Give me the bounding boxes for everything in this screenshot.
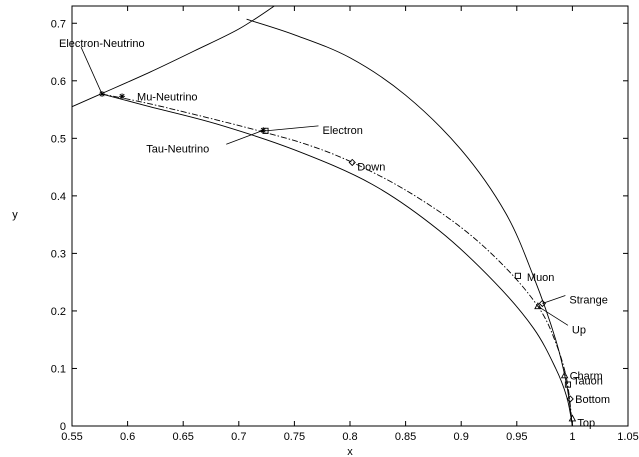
y-tick-label: 0.3: [51, 248, 66, 260]
marker-muon: [514, 272, 521, 279]
plot-frame: [71, 5, 629, 427]
x-tick-label: 0.55: [61, 431, 82, 443]
label-top: Top: [577, 418, 595, 430]
leader-tau-neutrino: [226, 129, 264, 145]
label-down: Down: [357, 161, 385, 173]
series-line-2: [101, 93, 573, 427]
label-muon: Muon: [527, 272, 555, 284]
x-tick-label: 0.7: [231, 431, 246, 443]
label-tauon: Tauon: [573, 376, 603, 388]
marker-top: [568, 414, 577, 422]
marker-up: [534, 302, 542, 310]
y-tick-label: 0.7: [51, 18, 66, 30]
label-charm: Charm: [570, 370, 603, 382]
marker-charm: [560, 371, 569, 379]
y-axis-title: y: [12, 209, 18, 221]
label-electron: Electron: [322, 125, 362, 137]
leader-strange: [542, 295, 566, 304]
label-electron-neutrino: Electron-Neutrino: [59, 38, 145, 50]
leader-electron-neutrino: [80, 46, 103, 95]
series-line-1: [246, 18, 573, 427]
x-tick-label: 0.8: [342, 431, 357, 443]
x-tick-label: 0.65: [172, 431, 193, 443]
leader-electron: [265, 125, 319, 132]
y-tick-label: 0.4: [51, 191, 66, 203]
series-line-0: [71, 5, 275, 108]
x-tick-label: 1.05: [617, 431, 638, 443]
y-tick-label: 0.1: [51, 363, 66, 375]
marker-mu-neutrino: [119, 93, 126, 100]
label-bottom: Bottom: [575, 394, 610, 406]
curves: [71, 5, 573, 427]
marker-tauon: [564, 381, 572, 388]
marker-down: [348, 158, 356, 167]
y-tick-label: 0.6: [51, 76, 66, 88]
y-tick-label: 0: [60, 421, 66, 433]
y-tick-label: 0.2: [51, 306, 66, 318]
label-strange: Strange: [569, 294, 608, 306]
x-tick-label: 1: [569, 431, 575, 443]
x-tick-label: 0.9: [454, 431, 469, 443]
leader-up: [537, 305, 569, 326]
data-points: [99, 91, 577, 422]
x-axis-title: x: [347, 446, 353, 457]
marker-bottom: [566, 395, 574, 403]
point-labels: Electron-Neutrino Mu-Neutrino Tau-Neutrino…: [59, 38, 610, 429]
x-tick-label: 0.6: [120, 431, 135, 443]
x-tick-label: 0.95: [506, 431, 527, 443]
axis-ticks: 0.55 0.6 0.65 0.7 0.75 0.8 0.85 0.9 0.95 1 1.05 0 0.…: [51, 6, 639, 443]
label-up: Up: [572, 324, 586, 336]
x-tick-label: 0.75: [284, 431, 305, 443]
label-mu-neutrino: Mu-Neutrino: [137, 91, 198, 103]
label-tau-neutrino: Tau-Neutrino: [146, 143, 209, 155]
x-tick-label: 0.85: [395, 431, 416, 443]
y-tick-label: 0.5: [51, 133, 66, 145]
series-line-3: [101, 93, 573, 427]
